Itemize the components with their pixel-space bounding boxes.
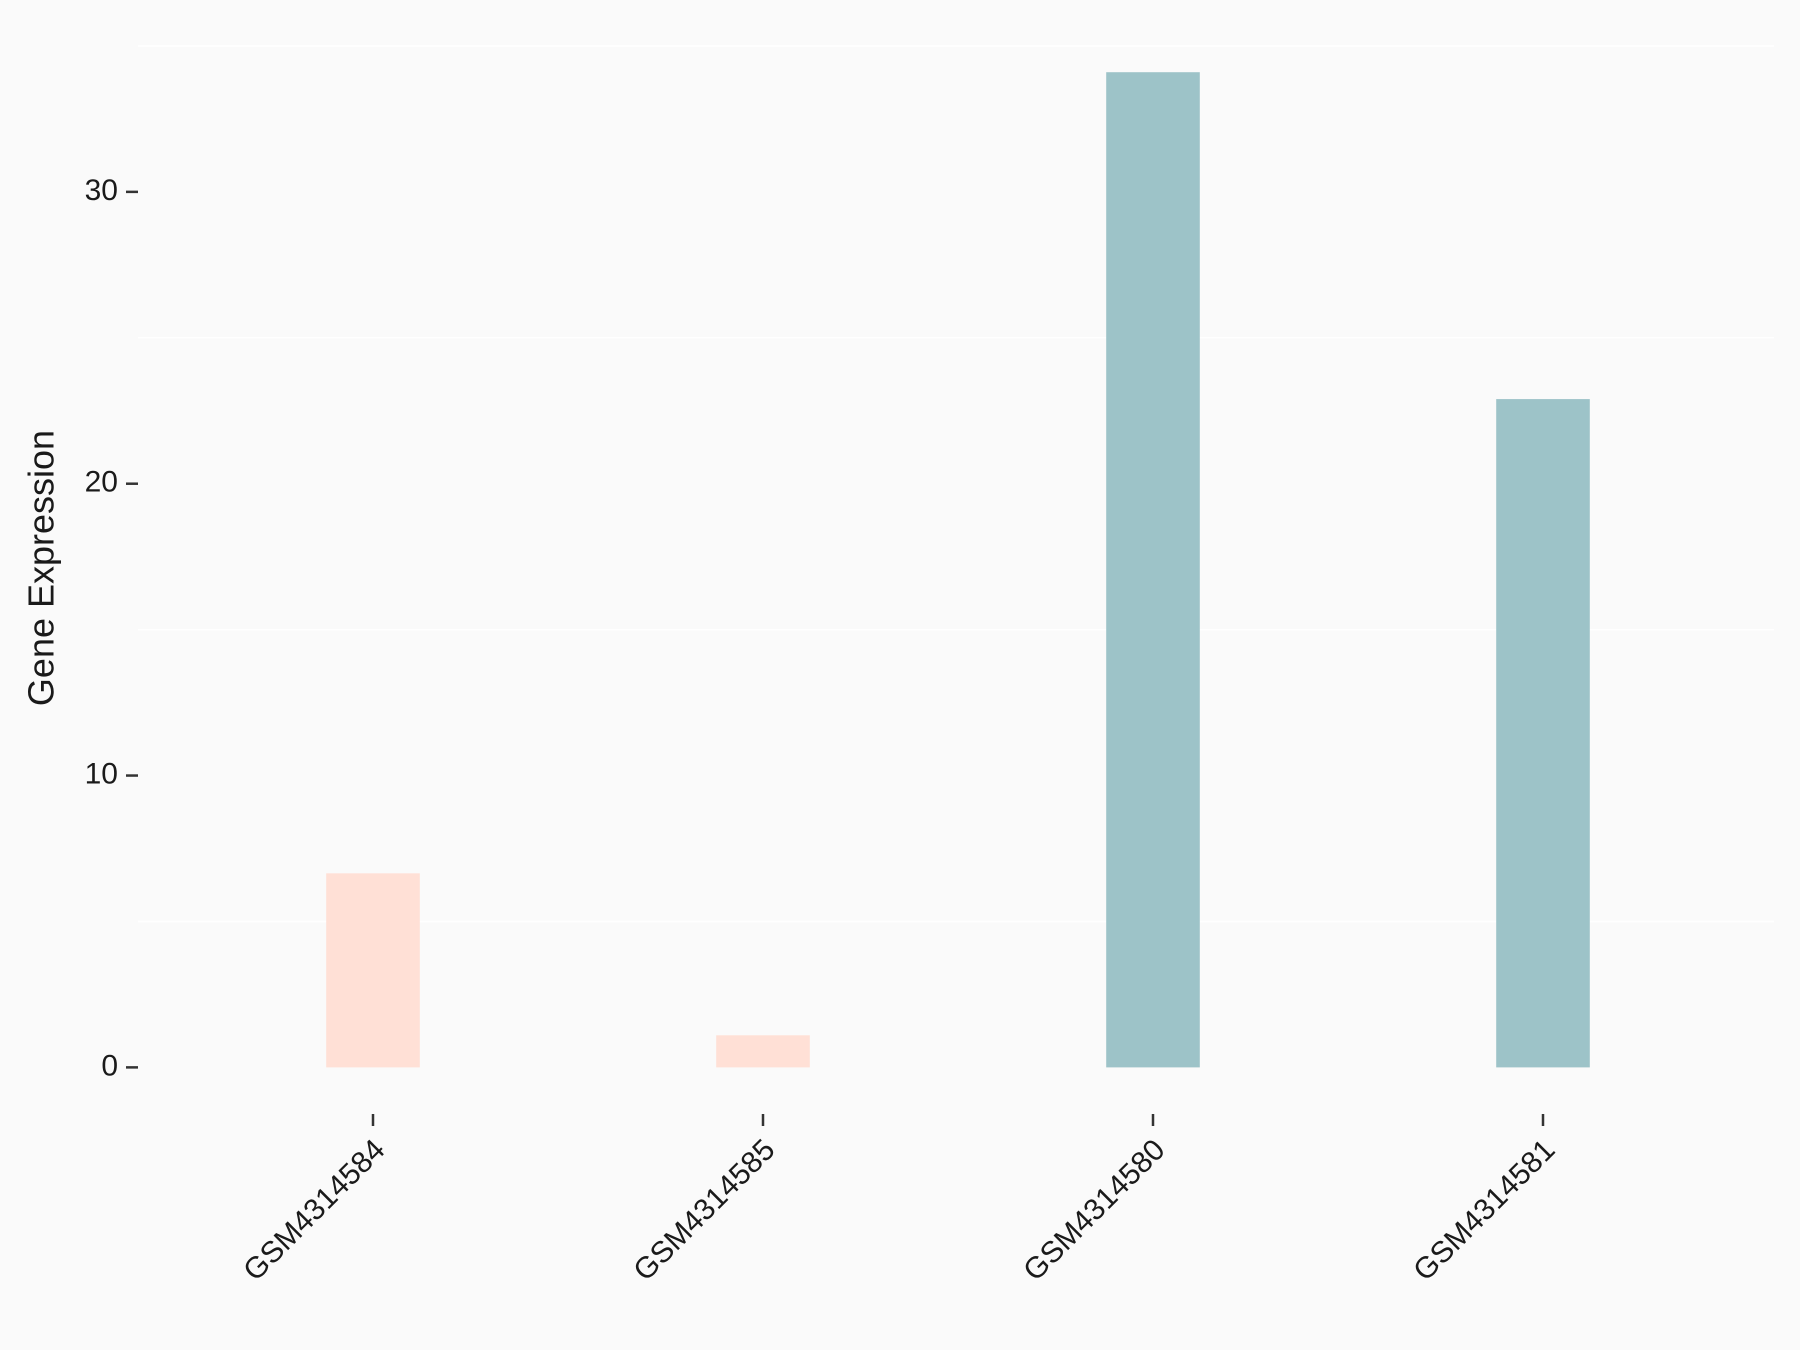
bar (326, 873, 420, 1068)
bar (716, 1035, 810, 1068)
y-tick-label: 30 (85, 174, 118, 207)
y-axis-title: Gene Expression (21, 430, 62, 706)
y-tick-label: 20 (85, 466, 118, 499)
bar (1106, 72, 1200, 1068)
y-tick-label: 10 (85, 757, 118, 790)
bar (1496, 399, 1590, 1068)
y-tick-label: 0 (101, 1049, 118, 1082)
